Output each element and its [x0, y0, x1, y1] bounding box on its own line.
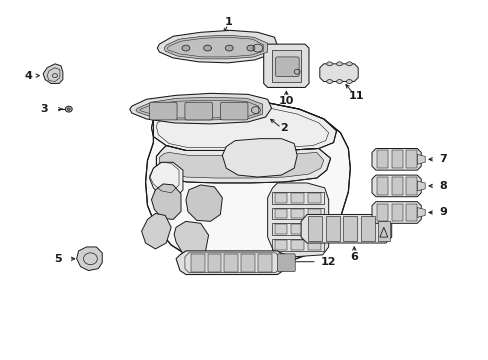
Ellipse shape — [246, 45, 254, 51]
Ellipse shape — [65, 106, 72, 112]
Polygon shape — [263, 44, 308, 87]
Ellipse shape — [326, 62, 332, 66]
Polygon shape — [190, 254, 204, 271]
Polygon shape — [371, 202, 420, 223]
Polygon shape — [43, 64, 63, 84]
Polygon shape — [274, 208, 287, 219]
FancyBboxPatch shape — [275, 57, 299, 77]
Text: 6: 6 — [349, 252, 358, 262]
Polygon shape — [301, 215, 391, 243]
Polygon shape — [274, 240, 287, 250]
Polygon shape — [361, 216, 374, 241]
Text: 11: 11 — [348, 91, 363, 101]
Polygon shape — [142, 213, 171, 249]
Polygon shape — [136, 97, 262, 120]
Polygon shape — [371, 175, 420, 197]
Ellipse shape — [203, 45, 211, 51]
Polygon shape — [185, 185, 222, 221]
Polygon shape — [291, 208, 304, 219]
Text: 7: 7 — [438, 154, 446, 164]
Polygon shape — [291, 224, 304, 234]
Text: 4: 4 — [24, 71, 32, 81]
Polygon shape — [307, 224, 320, 234]
Polygon shape — [343, 216, 357, 241]
Polygon shape — [174, 221, 208, 257]
Polygon shape — [291, 193, 304, 203]
Text: 10: 10 — [278, 96, 293, 106]
Polygon shape — [157, 30, 277, 63]
Polygon shape — [257, 254, 271, 271]
Polygon shape — [391, 177, 402, 195]
Polygon shape — [307, 216, 321, 241]
Polygon shape — [406, 177, 416, 195]
Polygon shape — [377, 221, 389, 241]
Polygon shape — [274, 224, 287, 234]
Polygon shape — [319, 64, 358, 82]
Polygon shape — [176, 251, 287, 275]
Text: 3: 3 — [41, 104, 48, 114]
Polygon shape — [416, 208, 424, 217]
Ellipse shape — [326, 80, 332, 84]
Polygon shape — [224, 254, 238, 271]
Polygon shape — [325, 216, 339, 241]
Ellipse shape — [336, 62, 342, 66]
Text: 12: 12 — [320, 257, 336, 267]
Polygon shape — [416, 181, 424, 191]
Polygon shape — [376, 204, 387, 221]
Text: 5: 5 — [54, 254, 62, 264]
Polygon shape — [145, 101, 349, 269]
Polygon shape — [376, 150, 387, 168]
Polygon shape — [207, 254, 221, 271]
Polygon shape — [307, 240, 320, 250]
Polygon shape — [159, 152, 323, 178]
Polygon shape — [391, 204, 402, 221]
Polygon shape — [151, 184, 181, 219]
Polygon shape — [274, 193, 287, 203]
Polygon shape — [129, 93, 271, 124]
Polygon shape — [271, 50, 301, 82]
Ellipse shape — [346, 62, 351, 66]
Polygon shape — [156, 145, 330, 183]
Text: 1: 1 — [224, 18, 232, 27]
Polygon shape — [267, 183, 328, 257]
Polygon shape — [416, 154, 424, 164]
Polygon shape — [241, 254, 254, 271]
Ellipse shape — [67, 108, 70, 111]
Polygon shape — [151, 101, 336, 150]
Polygon shape — [307, 208, 320, 219]
Ellipse shape — [225, 45, 233, 51]
Polygon shape — [222, 139, 297, 177]
Polygon shape — [149, 162, 183, 200]
Text: 8: 8 — [438, 181, 446, 191]
Polygon shape — [77, 247, 102, 271]
Polygon shape — [307, 193, 320, 203]
FancyBboxPatch shape — [184, 102, 212, 120]
Text: 9: 9 — [438, 207, 446, 217]
Polygon shape — [406, 204, 416, 221]
FancyBboxPatch shape — [149, 102, 177, 120]
Ellipse shape — [336, 80, 342, 84]
FancyBboxPatch shape — [220, 102, 247, 120]
FancyBboxPatch shape — [277, 254, 295, 271]
Text: 2: 2 — [280, 123, 287, 133]
Polygon shape — [291, 240, 304, 250]
Polygon shape — [376, 177, 387, 195]
Ellipse shape — [182, 45, 189, 51]
Polygon shape — [164, 35, 267, 59]
Polygon shape — [371, 148, 420, 170]
Polygon shape — [406, 150, 416, 168]
Ellipse shape — [346, 80, 351, 84]
Polygon shape — [391, 150, 402, 168]
